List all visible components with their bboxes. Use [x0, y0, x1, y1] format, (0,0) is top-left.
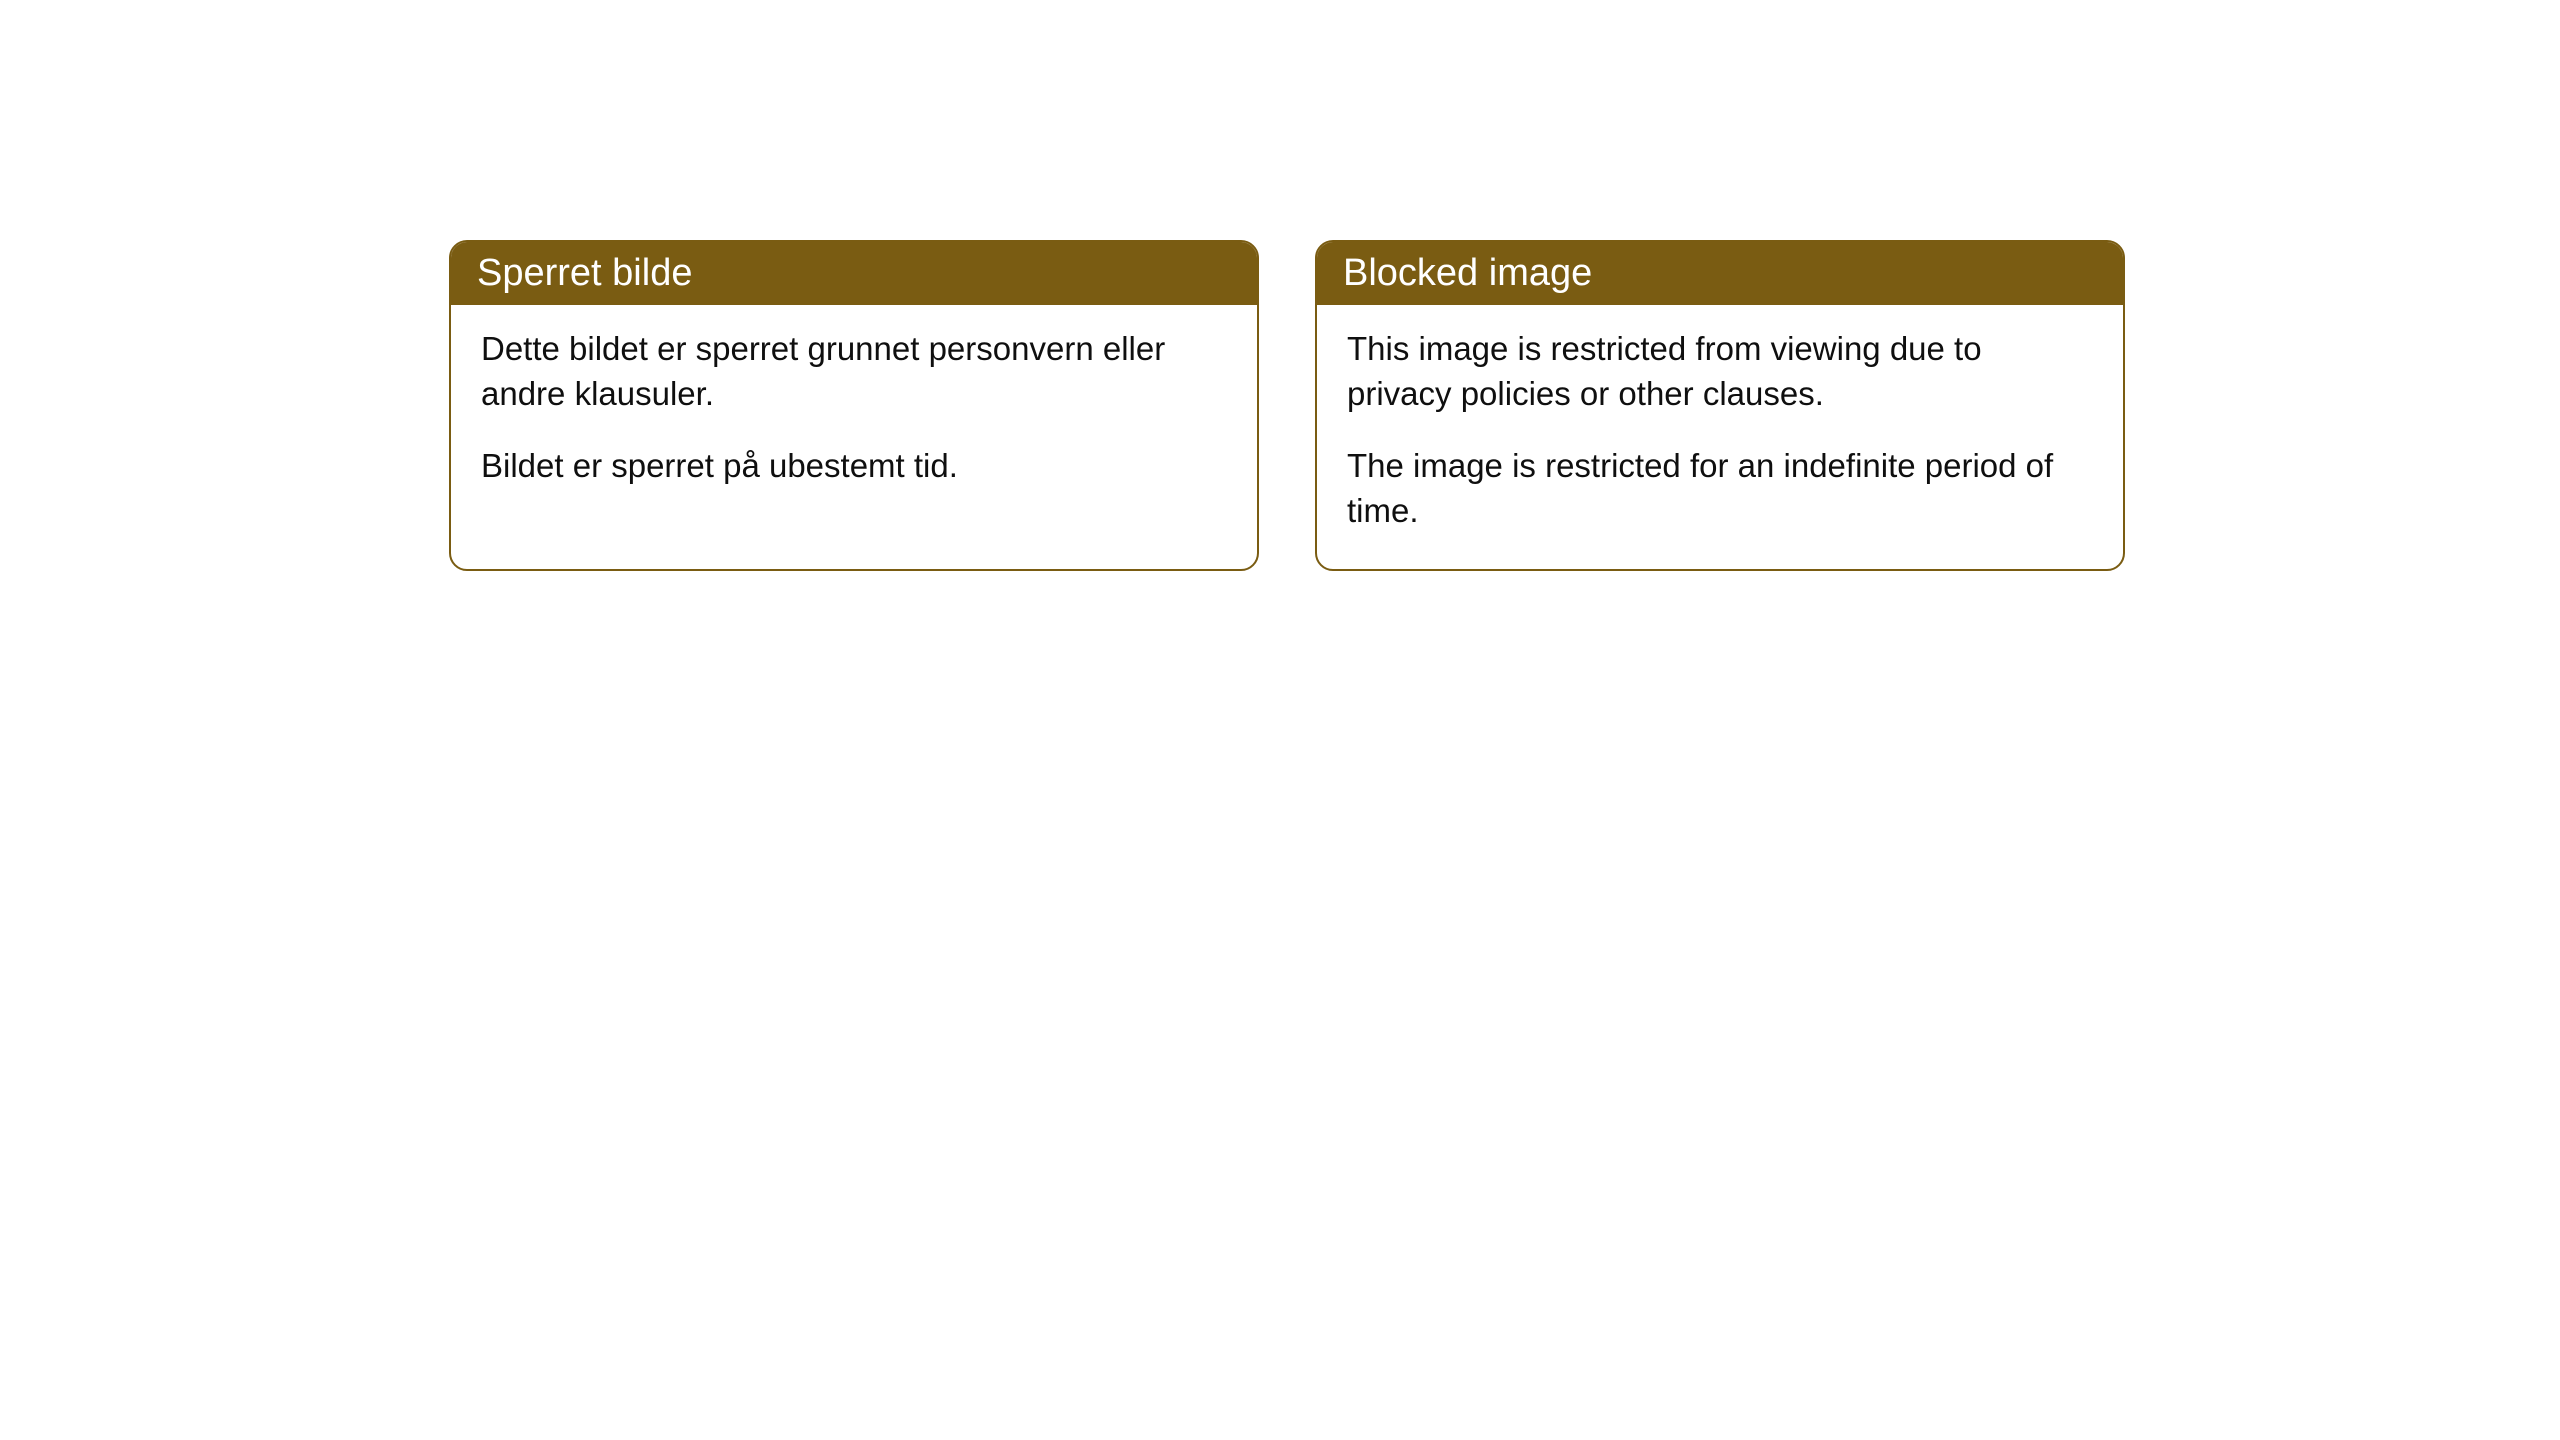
notice-card-norwegian: Sperret bilde Dette bildet er sperret gr… — [449, 240, 1259, 571]
card-header: Blocked image — [1317, 242, 2123, 305]
card-paragraph: Bildet er sperret på ubestemt tid. — [481, 444, 1227, 489]
card-title: Blocked image — [1343, 252, 1592, 294]
card-paragraph: The image is restricted for an indefinit… — [1347, 444, 2093, 533]
card-paragraph: Dette bildet er sperret grunnet personve… — [481, 327, 1227, 416]
card-body: Dette bildet er sperret grunnet personve… — [451, 305, 1257, 525]
card-title: Sperret bilde — [477, 252, 692, 294]
card-paragraph: This image is restricted from viewing du… — [1347, 327, 2093, 416]
notice-card-english: Blocked image This image is restricted f… — [1315, 240, 2125, 571]
card-header: Sperret bilde — [451, 242, 1257, 305]
notice-cards-container: Sperret bilde Dette bildet er sperret gr… — [449, 240, 2125, 571]
card-body: This image is restricted from viewing du… — [1317, 305, 2123, 569]
